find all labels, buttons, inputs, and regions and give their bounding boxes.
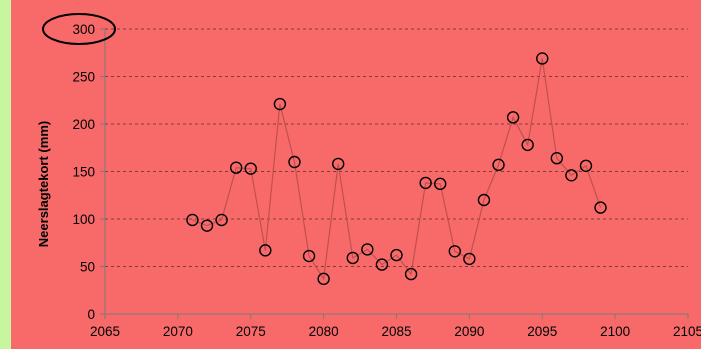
data-point-2086: [404, 267, 418, 281]
x-tick-2065: 2065: [90, 324, 120, 339]
y-tick-250: 250: [72, 70, 95, 85]
data-point-2088: [434, 177, 447, 191]
series-line: [192, 58, 602, 281]
x-tick-2075: 2075: [236, 324, 266, 339]
data-point-2074: [229, 161, 243, 174]
data-point-2078: [288, 155, 301, 169]
data-point-2073: [215, 213, 228, 227]
data-points: [186, 52, 607, 286]
left-color-strip: [0, 0, 11, 349]
y-tick-0: 0: [87, 307, 95, 322]
x-tick-2095: 2095: [527, 324, 557, 339]
data-point-2082: [346, 251, 359, 265]
y-tick-300: 300: [72, 22, 95, 37]
y-tick-150: 150: [72, 165, 95, 180]
axes: [100, 28, 689, 319]
data-point-2094: [521, 138, 534, 152]
data-point-2087: [419, 176, 432, 190]
y-tick-labels: 0 50 100 150 200 250 300: [72, 22, 95, 322]
grid-lines: [105, 28, 688, 267]
data-point-2095: [536, 52, 549, 65]
highlight-ellipse: [42, 13, 116, 45]
data-point-2093: [506, 111, 520, 124]
data-point-2092: [492, 158, 505, 172]
x-tick-2105: 2105: [673, 324, 701, 339]
data-point-2076: [259, 244, 272, 257]
data-point-2090: [463, 252, 476, 266]
data-point-2099: [594, 201, 607, 214]
data-point-2077: [273, 97, 287, 111]
x-tick-2100: 2100: [600, 324, 630, 339]
x-tick-2080: 2080: [309, 324, 339, 339]
highlight-ellipse-300: [42, 13, 116, 45]
data-point-2089: [448, 245, 461, 258]
data-point-2085: [390, 248, 403, 262]
data-point-2080: [317, 272, 330, 286]
y-tick-100: 100: [72, 212, 95, 227]
data-point-2098: [579, 159, 593, 173]
data-point-2079: [302, 249, 316, 263]
x-tick-2090: 2090: [454, 324, 484, 339]
x-tick-2070: 2070: [163, 324, 193, 339]
data-point-2071: [186, 213, 199, 227]
y-tick-200: 200: [72, 117, 95, 132]
data-point-2091: [477, 193, 491, 207]
x-tick-2085: 2085: [381, 324, 411, 339]
data-point-2097: [565, 169, 578, 182]
y-axis-label: Neerslagtekort (mm): [36, 121, 51, 247]
x-tick-labels: 2065 2070 2075 2080 2085 2090 2095 2100 2105: [90, 324, 701, 339]
data-point-2075: [244, 162, 257, 175]
data-point-2084: [375, 258, 389, 271]
data-point-2083: [361, 243, 374, 256]
data-point-2072: [200, 219, 214, 232]
y-tick-50: 50: [80, 260, 95, 275]
data-point-2081: [332, 157, 345, 171]
data-point-2096: [550, 151, 564, 165]
